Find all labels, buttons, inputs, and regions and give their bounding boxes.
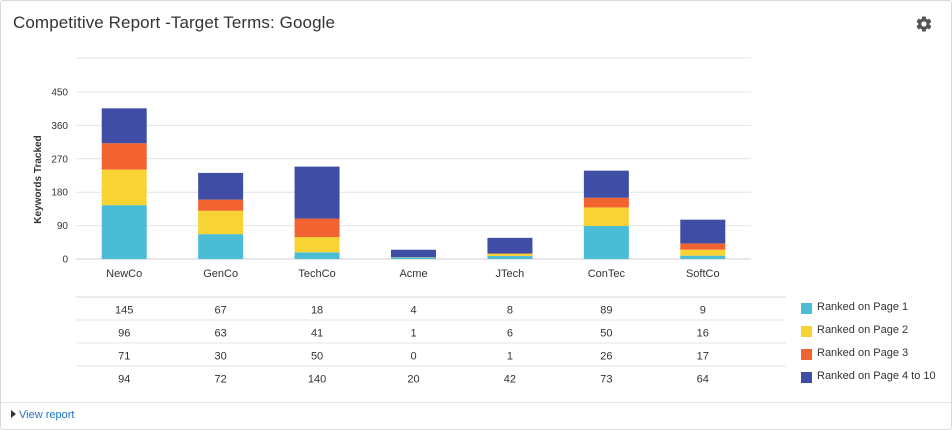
legend-label: Ranked on Page 2	[817, 324, 909, 336]
bar-segment	[680, 219, 726, 244]
table-cell: 145	[115, 305, 133, 317]
table-cell: 30	[215, 351, 227, 363]
table-cell: 42	[504, 374, 516, 386]
bar-segment	[198, 234, 244, 259]
legend-swatch	[801, 303, 812, 314]
caret-right-icon	[11, 410, 16, 418]
y-tick-label: 0	[62, 255, 68, 266]
table-cell: 63	[215, 328, 227, 340]
bar-segment	[294, 252, 340, 259]
table-cell: 72	[215, 374, 227, 386]
x-tick-label: GenCo	[203, 268, 238, 280]
table-cell: 6	[507, 328, 513, 340]
bar-segment	[294, 218, 340, 238]
table-cell: 94	[118, 374, 130, 386]
x-tick-label: TechCo	[298, 268, 335, 280]
bar-segment	[680, 243, 726, 250]
bar-segment	[101, 169, 147, 206]
table-cell: 71	[118, 351, 130, 363]
x-tick-label: ConTec	[588, 268, 626, 280]
x-tick-label: JTech	[496, 268, 525, 280]
y-tick-label: 180	[51, 188, 68, 199]
x-tick-label: SoftCo	[686, 268, 720, 280]
table-cell: 1	[507, 351, 513, 363]
table-cell: 67	[215, 305, 227, 317]
table-cell: 16	[697, 328, 709, 340]
bar-segment	[198, 210, 244, 235]
bar-segment	[198, 199, 244, 211]
bar-segment	[101, 143, 147, 170]
table-cell: 4	[410, 305, 416, 317]
bar-segment	[487, 253, 533, 257]
table-cell: 89	[600, 305, 612, 317]
bar-segment	[391, 257, 436, 259]
y-tick-label: 360	[51, 121, 68, 132]
table-cell: 20	[407, 374, 419, 386]
bar-segment	[583, 197, 629, 208]
bar-segment	[487, 256, 533, 259]
legend-swatch	[801, 372, 812, 383]
legend-label: Ranked on Page 4 to 10	[817, 370, 936, 382]
table-cell: 96	[118, 328, 130, 340]
table-cell: 8	[507, 305, 513, 317]
table-cell: 17	[697, 351, 709, 363]
x-tick-label: Acme	[399, 268, 427, 280]
legend-swatch	[801, 349, 812, 360]
y-tick-label: 450	[51, 88, 68, 99]
y-tick-label: 90	[57, 221, 69, 232]
table-cell: 64	[697, 374, 709, 386]
bar-segment	[487, 237, 533, 254]
bar-segment	[101, 205, 147, 259]
bar-segment	[198, 172, 244, 200]
bar-segment	[680, 255, 726, 259]
panel-footer: View report	[1, 402, 951, 430]
bar-segment	[101, 108, 147, 144]
table-cell: 0	[410, 351, 416, 363]
table-cell: 50	[600, 328, 612, 340]
x-tick-label: NewCo	[106, 268, 142, 280]
bar-segment	[680, 249, 726, 256]
table-cell: 9	[700, 305, 706, 317]
bar-segment	[583, 207, 629, 226]
bar-segment	[294, 166, 340, 219]
view-report-link[interactable]: View report	[11, 409, 74, 421]
bar-segment	[583, 225, 629, 259]
y-tick-label: 270	[51, 154, 68, 165]
bar-segment	[294, 237, 340, 253]
legend-label: Ranked on Page 3	[817, 347, 909, 359]
table-cell: 50	[311, 351, 323, 363]
view-report-label: View report	[19, 409, 75, 421]
bar-segment	[391, 249, 436, 258]
table-cell: 18	[311, 305, 323, 317]
table-cell: 140	[308, 374, 326, 386]
table-cell: 1	[410, 328, 416, 340]
table-cell: 26	[600, 351, 612, 363]
gear-icon[interactable]	[915, 15, 933, 33]
panel-title: Competitive Report -Target Terms: Google	[13, 13, 336, 32]
y-axis-label: Keywords Tracked	[33, 135, 44, 223]
table-cell: 73	[600, 374, 612, 386]
legend-swatch	[801, 326, 812, 337]
legend-label: Ranked on Page 1	[817, 301, 909, 313]
table-cell: 41	[311, 328, 323, 340]
bar-segment	[583, 170, 629, 198]
